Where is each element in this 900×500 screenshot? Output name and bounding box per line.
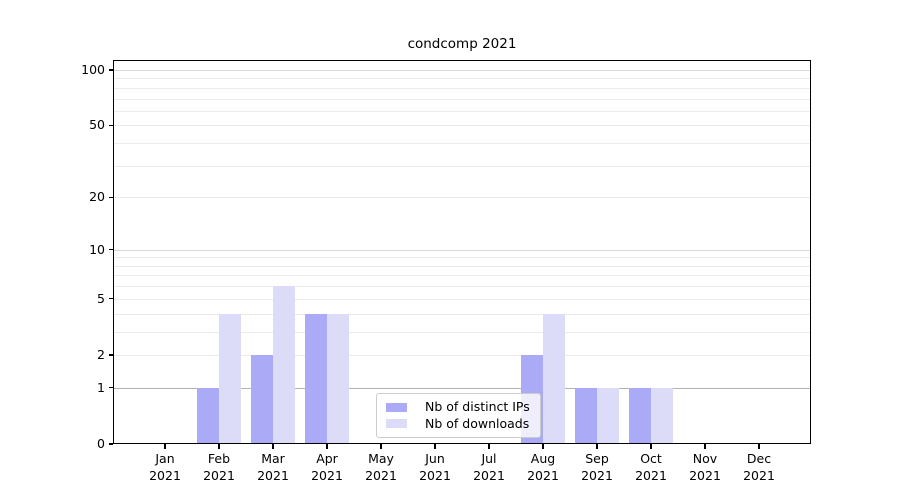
legend-item-downloads: Nb of downloads [386, 416, 530, 433]
grid-line [113, 265, 811, 267]
legend-label-downloads: Nb of downloads [425, 415, 530, 431]
y-tick-label: 2 [97, 346, 105, 362]
grid-line [113, 298, 811, 300]
y-tick-mark [108, 387, 113, 389]
x-tick-mark [272, 444, 274, 449]
x-tick-mark [650, 444, 652, 449]
y-tick-mark [108, 196, 113, 198]
x-tick-mark [758, 444, 760, 449]
legend-item-distinct-ips: Nb of distinct IPs [386, 399, 530, 416]
legend-swatch-downloads [386, 419, 407, 429]
bar [219, 313, 241, 444]
bar [251, 354, 273, 444]
bar [305, 313, 327, 444]
grid-line [113, 70, 811, 72]
bar [543, 313, 565, 444]
grid-line [113, 313, 811, 315]
plot-area [113, 60, 811, 444]
x-tick-label: Jul 2021 [473, 451, 505, 483]
grid-line [113, 257, 811, 259]
grid-line [113, 354, 811, 356]
x-tick-mark [434, 444, 436, 449]
grid-line [113, 125, 811, 127]
x-tick-mark [488, 444, 490, 449]
grid-line [113, 110, 811, 112]
bar [629, 387, 651, 444]
x-tick-label: Sep 2021 [581, 451, 613, 483]
y-tick-label: 1 [97, 379, 105, 395]
x-tick-mark [596, 444, 598, 449]
x-tick-label: Aug 2021 [527, 451, 559, 483]
x-tick-label: Jun 2021 [419, 451, 451, 483]
y-tick-label: 0 [97, 436, 105, 451]
y-tick-mark [108, 124, 113, 127]
y-tick-mark [108, 443, 113, 445]
grid-line [113, 98, 811, 100]
x-tick-mark [542, 444, 544, 449]
y-tick-label: 50 [89, 117, 105, 133]
bar [597, 387, 619, 444]
bar [575, 387, 597, 444]
grid-line [113, 387, 811, 389]
bar [327, 313, 349, 444]
x-tick-label: Feb 2021 [203, 451, 235, 483]
grid-line [113, 249, 811, 251]
bar [273, 286, 295, 444]
x-tick-label: May 2021 [365, 451, 397, 483]
x-tick-label: Oct 2021 [635, 451, 667, 483]
bar [197, 387, 219, 444]
y-tick-mark [108, 249, 113, 251]
x-tick-mark [218, 444, 220, 449]
legend: Nb of distinct IPs Nb of downloads [376, 393, 541, 438]
y-tick-mark [108, 69, 113, 71]
grid-line [113, 87, 811, 89]
grid-line [113, 165, 811, 167]
bar [651, 387, 673, 444]
x-tick-mark [704, 444, 706, 449]
x-tick-label: Apr 2021 [311, 451, 343, 483]
y-tick-label: 5 [97, 290, 105, 306]
grid-line [113, 286, 811, 288]
x-tick-label: Nov 2021 [689, 451, 721, 483]
grid-line [113, 331, 811, 333]
y-tick-label: 10 [89, 241, 105, 257]
chart-title: condcomp 2021 [407, 36, 517, 52]
grid-line [113, 78, 811, 80]
x-tick-mark [164, 444, 166, 449]
x-tick-label: Dec 2021 [743, 451, 775, 483]
x-tick-label: Mar 2021 [257, 451, 289, 483]
y-tick-label: 100 [81, 62, 105, 78]
y-tick-label: 20 [89, 189, 105, 205]
grid-line [113, 197, 811, 199]
y-tick-mark [108, 354, 113, 356]
grid-line [113, 275, 811, 277]
x-tick-mark [380, 444, 382, 449]
legend-swatch-distinct-ips [386, 402, 407, 412]
x-tick-label: Jan 2021 [149, 451, 181, 483]
grid-line [113, 143, 811, 145]
legend-label-distinct-ips: Nb of distinct IPs [425, 399, 530, 414]
x-tick-mark [326, 444, 328, 449]
y-tick-mark [108, 298, 113, 300]
